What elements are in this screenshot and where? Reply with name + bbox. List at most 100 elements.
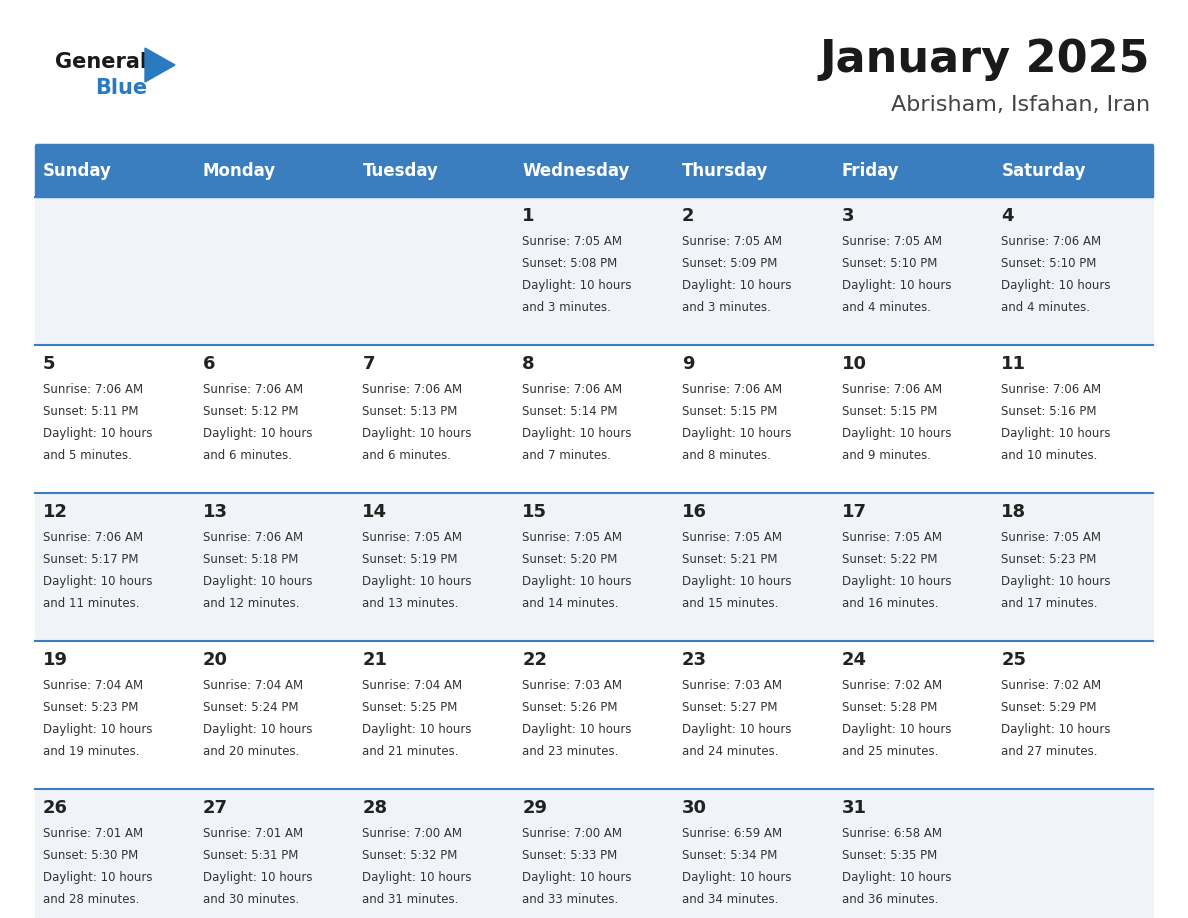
Text: Wednesday: Wednesday [523, 162, 630, 180]
Text: 16: 16 [682, 503, 707, 521]
Text: 12: 12 [43, 503, 68, 521]
Text: 23: 23 [682, 651, 707, 669]
Text: Saturday: Saturday [1001, 162, 1086, 180]
Text: Blue: Blue [95, 78, 147, 98]
Text: and 36 minutes.: and 36 minutes. [841, 893, 939, 906]
Text: Sunrise: 7:05 AM: Sunrise: 7:05 AM [841, 235, 942, 248]
Text: Daylight: 10 hours: Daylight: 10 hours [682, 279, 791, 292]
Text: Sunrise: 7:06 AM: Sunrise: 7:06 AM [841, 383, 942, 396]
Text: Sunrise: 7:06 AM: Sunrise: 7:06 AM [362, 383, 462, 396]
Text: Sunrise: 7:04 AM: Sunrise: 7:04 AM [203, 679, 303, 692]
Text: Daylight: 10 hours: Daylight: 10 hours [203, 427, 312, 440]
Text: and 19 minutes.: and 19 minutes. [43, 745, 139, 758]
Text: Daylight: 10 hours: Daylight: 10 hours [523, 871, 632, 884]
Text: Sunrise: 7:06 AM: Sunrise: 7:06 AM [682, 383, 782, 396]
Text: Tuesday: Tuesday [362, 162, 438, 180]
Text: Daylight: 10 hours: Daylight: 10 hours [203, 723, 312, 736]
Text: Sunset: 5:35 PM: Sunset: 5:35 PM [841, 849, 937, 862]
Text: Sunrise: 7:05 AM: Sunrise: 7:05 AM [523, 531, 623, 544]
Bar [34, 641, 1154, 789]
Text: Sunset: 5:18 PM: Sunset: 5:18 PM [203, 553, 298, 566]
Bar [34, 493, 1154, 641]
Text: 17: 17 [841, 503, 866, 521]
Text: 28: 28 [362, 799, 387, 817]
Text: Daylight: 10 hours: Daylight: 10 hours [1001, 279, 1111, 292]
Text: 7: 7 [362, 355, 375, 373]
Text: Daylight: 10 hours: Daylight: 10 hours [43, 871, 152, 884]
Text: and 5 minutes.: and 5 minutes. [43, 449, 132, 462]
Text: Daylight: 10 hours: Daylight: 10 hours [203, 575, 312, 588]
Text: Sunrise: 7:06 AM: Sunrise: 7:06 AM [1001, 235, 1101, 248]
Text: Sunrise: 6:58 AM: Sunrise: 6:58 AM [841, 827, 942, 840]
Text: 30: 30 [682, 799, 707, 817]
Text: Sunset: 5:34 PM: Sunset: 5:34 PM [682, 849, 777, 862]
Text: Sunrise: 7:00 AM: Sunrise: 7:00 AM [362, 827, 462, 840]
Text: Sunrise: 7:01 AM: Sunrise: 7:01 AM [43, 827, 143, 840]
Text: Sunset: 5:14 PM: Sunset: 5:14 PM [523, 405, 618, 418]
Text: Daylight: 10 hours: Daylight: 10 hours [523, 427, 632, 440]
Text: 29: 29 [523, 799, 548, 817]
Text: Sunset: 5:11 PM: Sunset: 5:11 PM [43, 405, 139, 418]
Text: Daylight: 10 hours: Daylight: 10 hours [523, 279, 632, 292]
Text: Daylight: 10 hours: Daylight: 10 hours [1001, 427, 1111, 440]
Text: Monday: Monday [203, 162, 276, 180]
Text: Sunrise: 7:02 AM: Sunrise: 7:02 AM [841, 679, 942, 692]
Text: Sunrise: 7:05 AM: Sunrise: 7:05 AM [682, 235, 782, 248]
Text: Daylight: 10 hours: Daylight: 10 hours [362, 575, 472, 588]
Text: and 9 minutes.: and 9 minutes. [841, 449, 930, 462]
Text: Sunset: 5:31 PM: Sunset: 5:31 PM [203, 849, 298, 862]
Text: Sunset: 5:10 PM: Sunset: 5:10 PM [841, 257, 937, 270]
Text: Sunrise: 7:05 AM: Sunrise: 7:05 AM [841, 531, 942, 544]
Text: Sunset: 5:30 PM: Sunset: 5:30 PM [43, 849, 138, 862]
Text: 3: 3 [841, 207, 854, 225]
Text: Sunset: 5:16 PM: Sunset: 5:16 PM [1001, 405, 1097, 418]
Text: and 24 minutes.: and 24 minutes. [682, 745, 778, 758]
Text: Sunset: 5:29 PM: Sunset: 5:29 PM [1001, 701, 1097, 714]
Text: 11: 11 [1001, 355, 1026, 373]
Text: Sunset: 5:15 PM: Sunset: 5:15 PM [682, 405, 777, 418]
Text: and 21 minutes.: and 21 minutes. [362, 745, 459, 758]
Text: Daylight: 10 hours: Daylight: 10 hours [362, 427, 472, 440]
Text: and 4 minutes.: and 4 minutes. [1001, 301, 1091, 314]
Text: Sunrise: 7:02 AM: Sunrise: 7:02 AM [1001, 679, 1101, 692]
Text: Daylight: 10 hours: Daylight: 10 hours [841, 427, 952, 440]
Text: and 27 minutes.: and 27 minutes. [1001, 745, 1098, 758]
Text: Sunrise: 7:06 AM: Sunrise: 7:06 AM [43, 531, 143, 544]
Text: Sunrise: 7:03 AM: Sunrise: 7:03 AM [523, 679, 623, 692]
Text: Daylight: 10 hours: Daylight: 10 hours [362, 723, 472, 736]
Text: Daylight: 10 hours: Daylight: 10 hours [43, 427, 152, 440]
Text: and 25 minutes.: and 25 minutes. [841, 745, 939, 758]
Text: and 30 minutes.: and 30 minutes. [203, 893, 299, 906]
Text: and 20 minutes.: and 20 minutes. [203, 745, 299, 758]
Text: Sunset: 5:10 PM: Sunset: 5:10 PM [1001, 257, 1097, 270]
Text: Daylight: 10 hours: Daylight: 10 hours [43, 575, 152, 588]
Text: Sunrise: 7:01 AM: Sunrise: 7:01 AM [203, 827, 303, 840]
Text: Sunset: 5:19 PM: Sunset: 5:19 PM [362, 553, 457, 566]
Text: 21: 21 [362, 651, 387, 669]
Bar [34, 197, 1154, 345]
Text: and 16 minutes.: and 16 minutes. [841, 597, 939, 610]
Text: Daylight: 10 hours: Daylight: 10 hours [362, 871, 472, 884]
Text: Daylight: 10 hours: Daylight: 10 hours [43, 723, 152, 736]
Text: Sunset: 5:23 PM: Sunset: 5:23 PM [1001, 553, 1097, 566]
Text: Daylight: 10 hours: Daylight: 10 hours [203, 871, 312, 884]
Text: Sunrise: 7:05 AM: Sunrise: 7:05 AM [1001, 531, 1101, 544]
Text: Sunrise: 7:04 AM: Sunrise: 7:04 AM [362, 679, 462, 692]
Text: January 2025: January 2025 [820, 38, 1150, 81]
Bar [34, 789, 1154, 918]
Text: Sunset: 5:33 PM: Sunset: 5:33 PM [523, 849, 618, 862]
Bar [34, 145, 1154, 197]
Text: Daylight: 10 hours: Daylight: 10 hours [682, 575, 791, 588]
Text: 31: 31 [841, 799, 866, 817]
Text: Sunrise: 7:06 AM: Sunrise: 7:06 AM [203, 383, 303, 396]
Text: Sunset: 5:32 PM: Sunset: 5:32 PM [362, 849, 457, 862]
Text: Sunrise: 7:05 AM: Sunrise: 7:05 AM [523, 235, 623, 248]
Text: Daylight: 10 hours: Daylight: 10 hours [1001, 723, 1111, 736]
Text: and 33 minutes.: and 33 minutes. [523, 893, 619, 906]
Text: 27: 27 [203, 799, 228, 817]
Text: Sunrise: 7:06 AM: Sunrise: 7:06 AM [43, 383, 143, 396]
Text: Friday: Friday [841, 162, 899, 180]
Text: and 11 minutes.: and 11 minutes. [43, 597, 139, 610]
Bar [34, 345, 1154, 493]
Text: Sunset: 5:12 PM: Sunset: 5:12 PM [203, 405, 298, 418]
